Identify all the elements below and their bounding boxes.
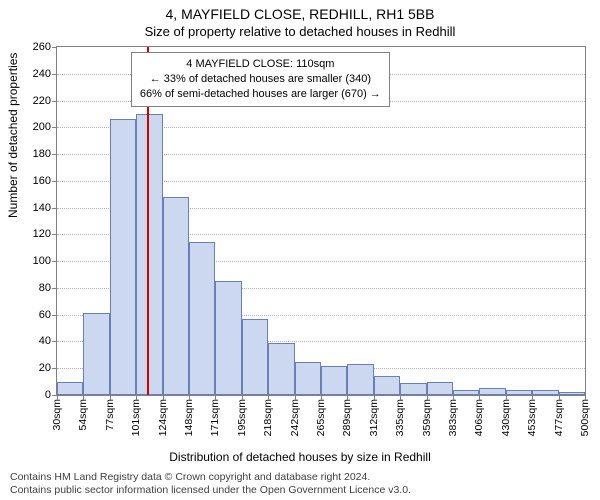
x-tick-label: 453sqm [526,395,538,436]
x-tick-mark [479,395,480,400]
x-tick-label: 30sqm [51,395,63,431]
y-tick-mark [52,288,57,289]
x-tick-label: 124sqm [157,395,169,436]
x-tick-mark [506,395,507,400]
histogram-bar [215,281,241,395]
x-tick-mark [189,395,190,400]
y-axis-label: Number of detached properties [6,53,20,218]
x-tick-label: 383sqm [447,395,459,436]
x-tick-label: 289sqm [341,395,353,436]
histogram-bar [110,119,136,395]
histogram-bar [57,382,83,395]
chart-subtitle: Size of property relative to detached ho… [0,24,600,39]
y-tick-mark [52,261,57,262]
histogram-bar [83,313,109,395]
histogram-bar [321,366,347,395]
x-tick-label: 242sqm [289,395,301,436]
y-tick-mark [52,315,57,316]
x-tick-label: 218sqm [262,395,274,436]
x-tick-mark [374,395,375,400]
x-tick-label: 265sqm [315,395,327,436]
histogram-bar [400,383,426,395]
plot-area: 02040608010012014016018020022024026030sq… [56,46,586,396]
histogram-bar [479,388,505,395]
x-tick-label: 77sqm [104,395,116,431]
histogram-bar [242,319,268,395]
x-tick-mark [215,395,216,400]
x-tick-mark [163,395,164,400]
y-tick-mark [52,101,57,102]
x-tick-label: 312sqm [368,395,380,436]
x-tick-mark [559,395,560,400]
x-tick-mark [453,395,454,400]
histogram-bar [268,343,294,395]
x-tick-label: 101sqm [130,395,142,436]
annotation-box: 4 MAYFIELD CLOSE: 110sqm← 33% of detache… [131,52,390,107]
x-tick-mark [110,395,111,400]
footer-line-1: Contains HM Land Registry data © Crown c… [10,471,590,484]
x-tick-mark [347,395,348,400]
annotation-line: 66% of semi-detached houses are larger (… [140,87,381,102]
x-tick-label: 335sqm [394,395,406,436]
annotation-line: 4 MAYFIELD CLOSE: 110sqm [140,57,381,72]
histogram-bar [136,114,162,395]
x-tick-label: 54sqm [77,395,89,431]
y-tick-mark [52,127,57,128]
annotation-line: ← 33% of detached houses are smaller (34… [140,72,381,87]
x-tick-mark [400,395,401,400]
histogram-bar [189,242,215,395]
x-tick-label: 500sqm [579,395,591,436]
x-tick-mark [83,395,84,400]
y-tick-mark [52,181,57,182]
x-tick-label: 171sqm [209,395,221,436]
histogram-bar [374,376,400,395]
y-tick-mark [52,234,57,235]
x-tick-mark [321,395,322,400]
x-axis-label: Distribution of detached houses by size … [0,450,600,464]
y-tick-mark [52,368,57,369]
footer-attribution: Contains HM Land Registry data © Crown c… [10,471,590,497]
x-tick-label: 477sqm [553,395,565,436]
x-tick-label: 148sqm [183,395,195,436]
x-tick-mark [136,395,137,400]
y-tick-mark [52,341,57,342]
x-tick-mark [532,395,533,400]
histogram-bar [295,362,321,395]
x-tick-mark [295,395,296,400]
y-tick-mark [52,154,57,155]
y-tick-mark [52,47,57,48]
x-tick-mark [585,395,586,400]
chart-title: 4, MAYFIELD CLOSE, REDHILL, RH1 5BB [0,6,600,22]
y-tick-mark [52,208,57,209]
x-tick-label: 359sqm [421,395,433,436]
x-tick-mark [57,395,58,400]
x-tick-mark [427,395,428,400]
y-tick-mark [52,74,57,75]
x-tick-label: 430sqm [500,395,512,436]
footer-line-2: Contains public sector information licen… [10,484,590,497]
histogram-bar [163,197,189,395]
x-tick-mark [242,395,243,400]
x-tick-mark [268,395,269,400]
histogram-bar [347,364,373,395]
x-tick-label: 406sqm [473,395,485,436]
histogram-bar [427,382,453,395]
x-tick-label: 195sqm [236,395,248,436]
chart-container: 4, MAYFIELD CLOSE, REDHILL, RH1 5BB Size… [0,0,600,500]
